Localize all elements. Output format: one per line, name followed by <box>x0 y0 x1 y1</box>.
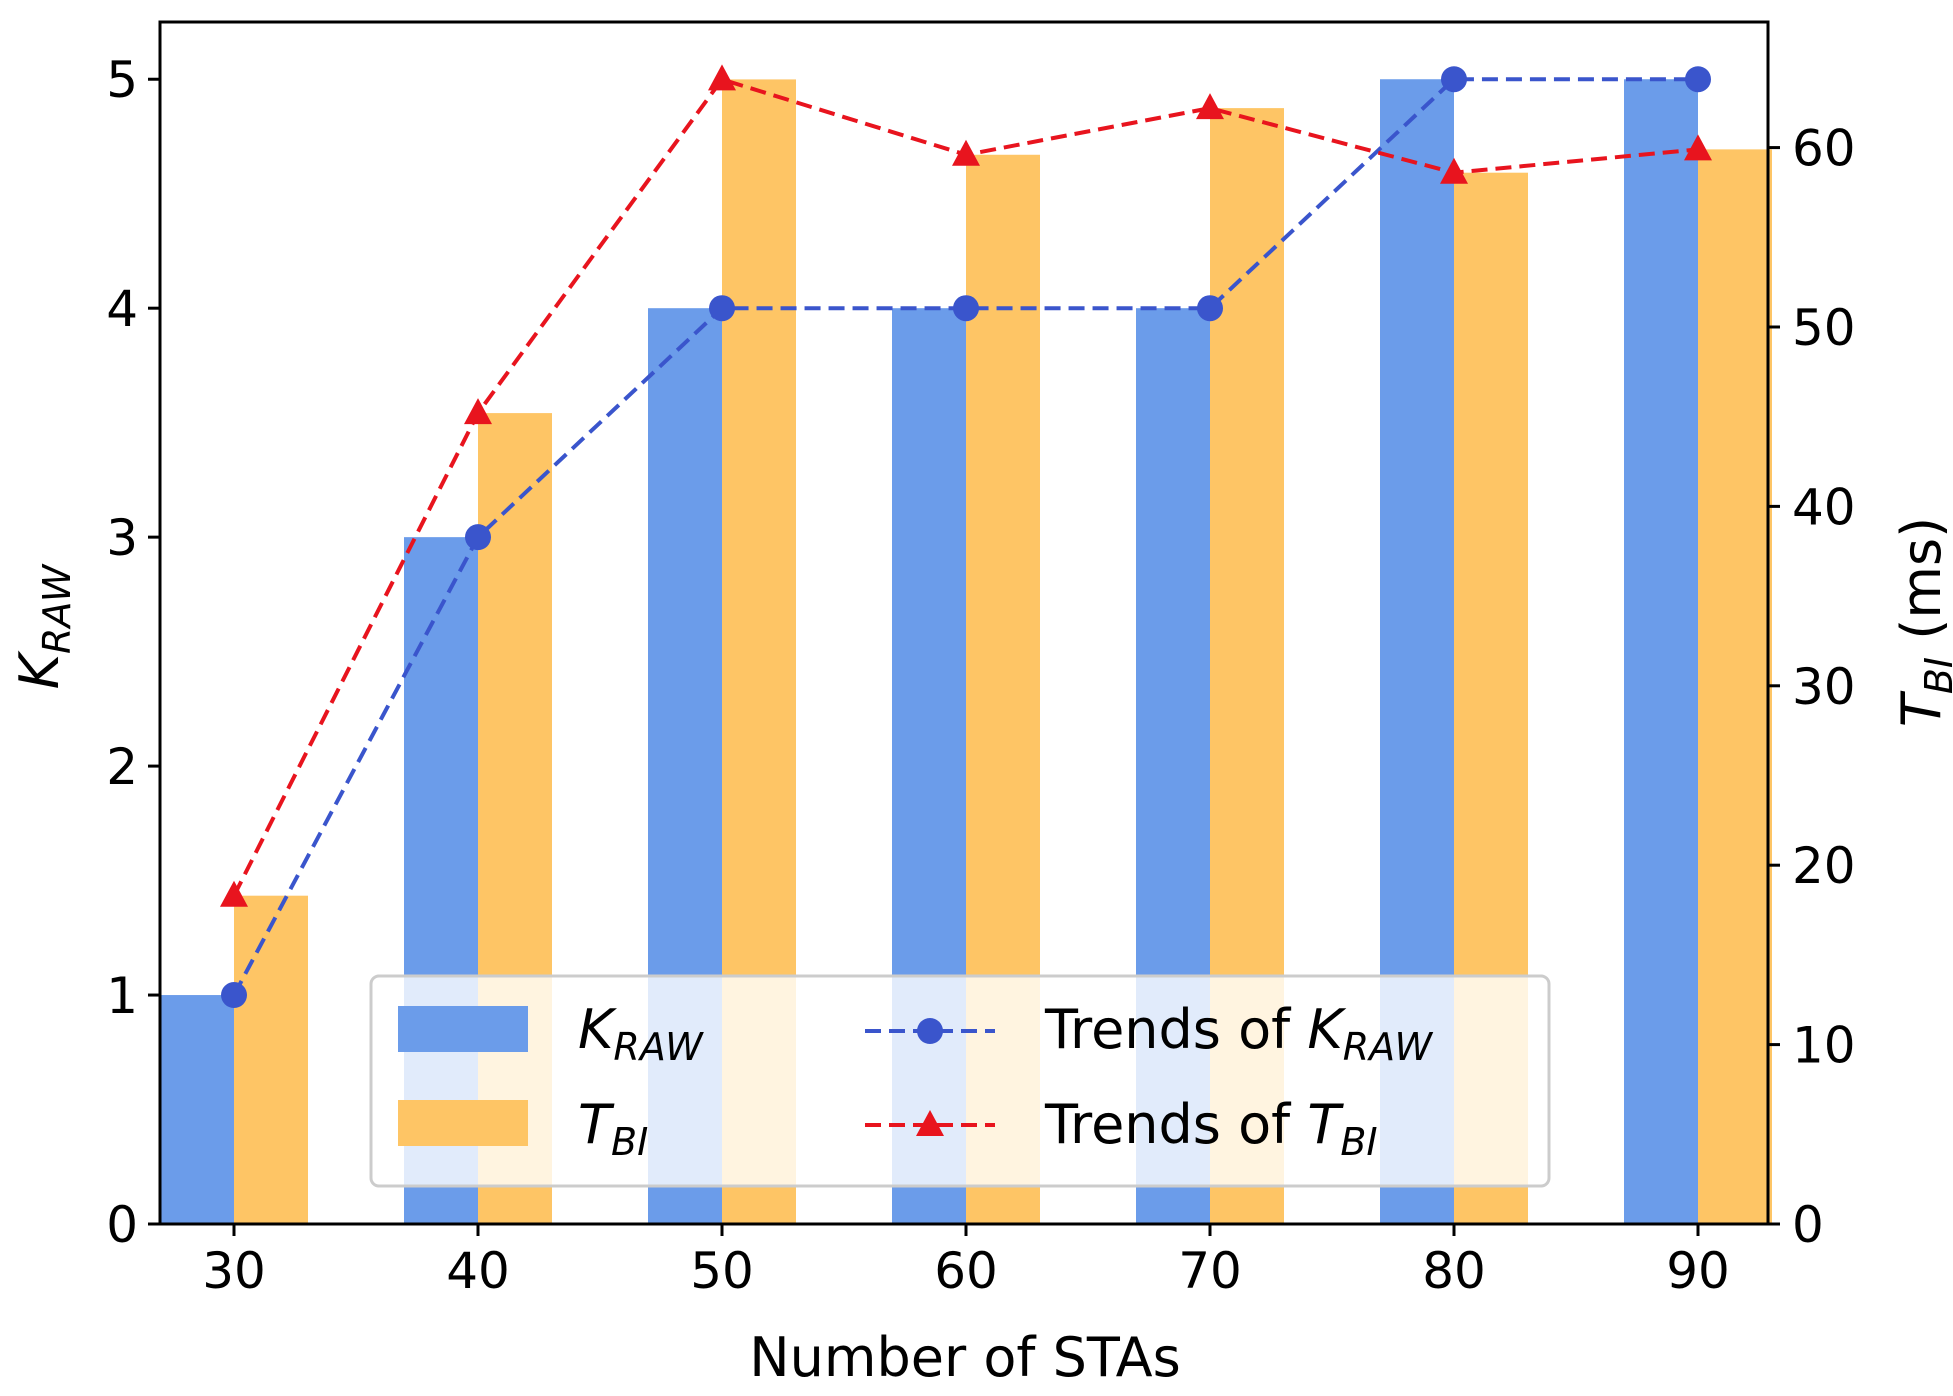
legend-frame <box>369 974 1551 1188</box>
plot-frame <box>158 20 1770 1226</box>
marker-k-raw-60 <box>953 295 979 322</box>
legend-label-trends-k-raw: Trends of KRAW <box>1044 998 1433 1069</box>
right-y-tick-label-30: 30 <box>1792 658 1856 716</box>
legend-label-t-bi: TBI <box>578 1093 648 1164</box>
right-y-axis-label: TBI (ms) <box>1890 517 1953 727</box>
marker-t-bi-90 <box>1684 134 1712 161</box>
right-y-tick-label-50: 50 <box>1792 299 1856 357</box>
x-tick-label-50: 50 <box>690 1242 754 1300</box>
legend-label-trends-t-bi: Trends of TBI <box>1044 1093 1378 1164</box>
right-y-tick-label-40: 40 <box>1792 478 1856 536</box>
right-y-label-base: T <box>1890 690 1953 727</box>
legend-swatch-k-raw-bar <box>398 1006 528 1052</box>
left-y-tick-label-3: 3 <box>106 509 138 567</box>
marker-k-raw-90 <box>1685 66 1711 93</box>
marker-k-raw-70 <box>1197 295 1223 322</box>
marker-t-bi-50 <box>708 64 736 91</box>
bar-k-raw-30 <box>160 995 234 1224</box>
legend: KRAW TBI Trends of KRAW Trends of TBI <box>369 974 1551 1188</box>
legend-label-k-raw: KRAW <box>578 998 704 1069</box>
bar-t-bi-90 <box>1698 149 1772 1225</box>
marker-t-bi-70 <box>1196 93 1224 120</box>
left-y-tick-label-0: 0 <box>106 1196 138 1254</box>
marker-t-bi-30 <box>220 880 248 907</box>
left-y-tick-label-2: 2 <box>106 738 138 796</box>
x-axis-label: Number of STAs <box>749 1326 1180 1389</box>
marker-t-bi-40 <box>464 398 492 425</box>
right-y-label-suffix: (ms) <box>1890 517 1953 657</box>
marker-k-raw-80 <box>1441 66 1467 93</box>
bar-k-raw-90 <box>1624 79 1698 1225</box>
x-tick-label-80: 80 <box>1422 1242 1486 1300</box>
left-y-label-sub: RAW <box>35 563 79 654</box>
left-y-axis-label: KRAW <box>8 563 79 689</box>
left-y-tick-label-4: 4 <box>106 280 138 338</box>
legend-marker-circle <box>917 1018 943 1044</box>
x-tick-label-40: 40 <box>446 1242 510 1300</box>
x-tick-label-60: 60 <box>934 1242 998 1300</box>
marker-k-raw-40 <box>465 524 491 551</box>
right-y-label-sub: BI <box>1917 657 1953 694</box>
x-tick-label-90: 90 <box>1666 1242 1730 1300</box>
x-tick-label-30: 30 <box>202 1242 266 1300</box>
x-tick-label-70: 70 <box>1178 1242 1242 1300</box>
left-y-label-base: K <box>8 650 71 689</box>
legend-marker-triangle <box>916 1110 944 1136</box>
marker-k-raw-50 <box>709 295 735 322</box>
left-y-tick-label-5: 5 <box>106 51 138 109</box>
bar-t-bi-30 <box>234 895 308 1224</box>
marker-t-bi-60 <box>952 139 980 166</box>
trend-lines-layer <box>220 64 1712 1009</box>
right-y-tick-label-60: 60 <box>1792 120 1856 178</box>
left-y-tick-label-1: 1 <box>106 967 138 1025</box>
marker-t-bi-80 <box>1440 157 1468 184</box>
marker-k-raw-30 <box>221 982 247 1009</box>
right-y-tick-label-0: 0 <box>1792 1196 1824 1254</box>
right-y-tick-label-10: 10 <box>1792 1017 1856 1075</box>
right-y-tick-label-20: 20 <box>1792 837 1856 895</box>
legend-swatch-t-bi-bar <box>398 1100 528 1146</box>
